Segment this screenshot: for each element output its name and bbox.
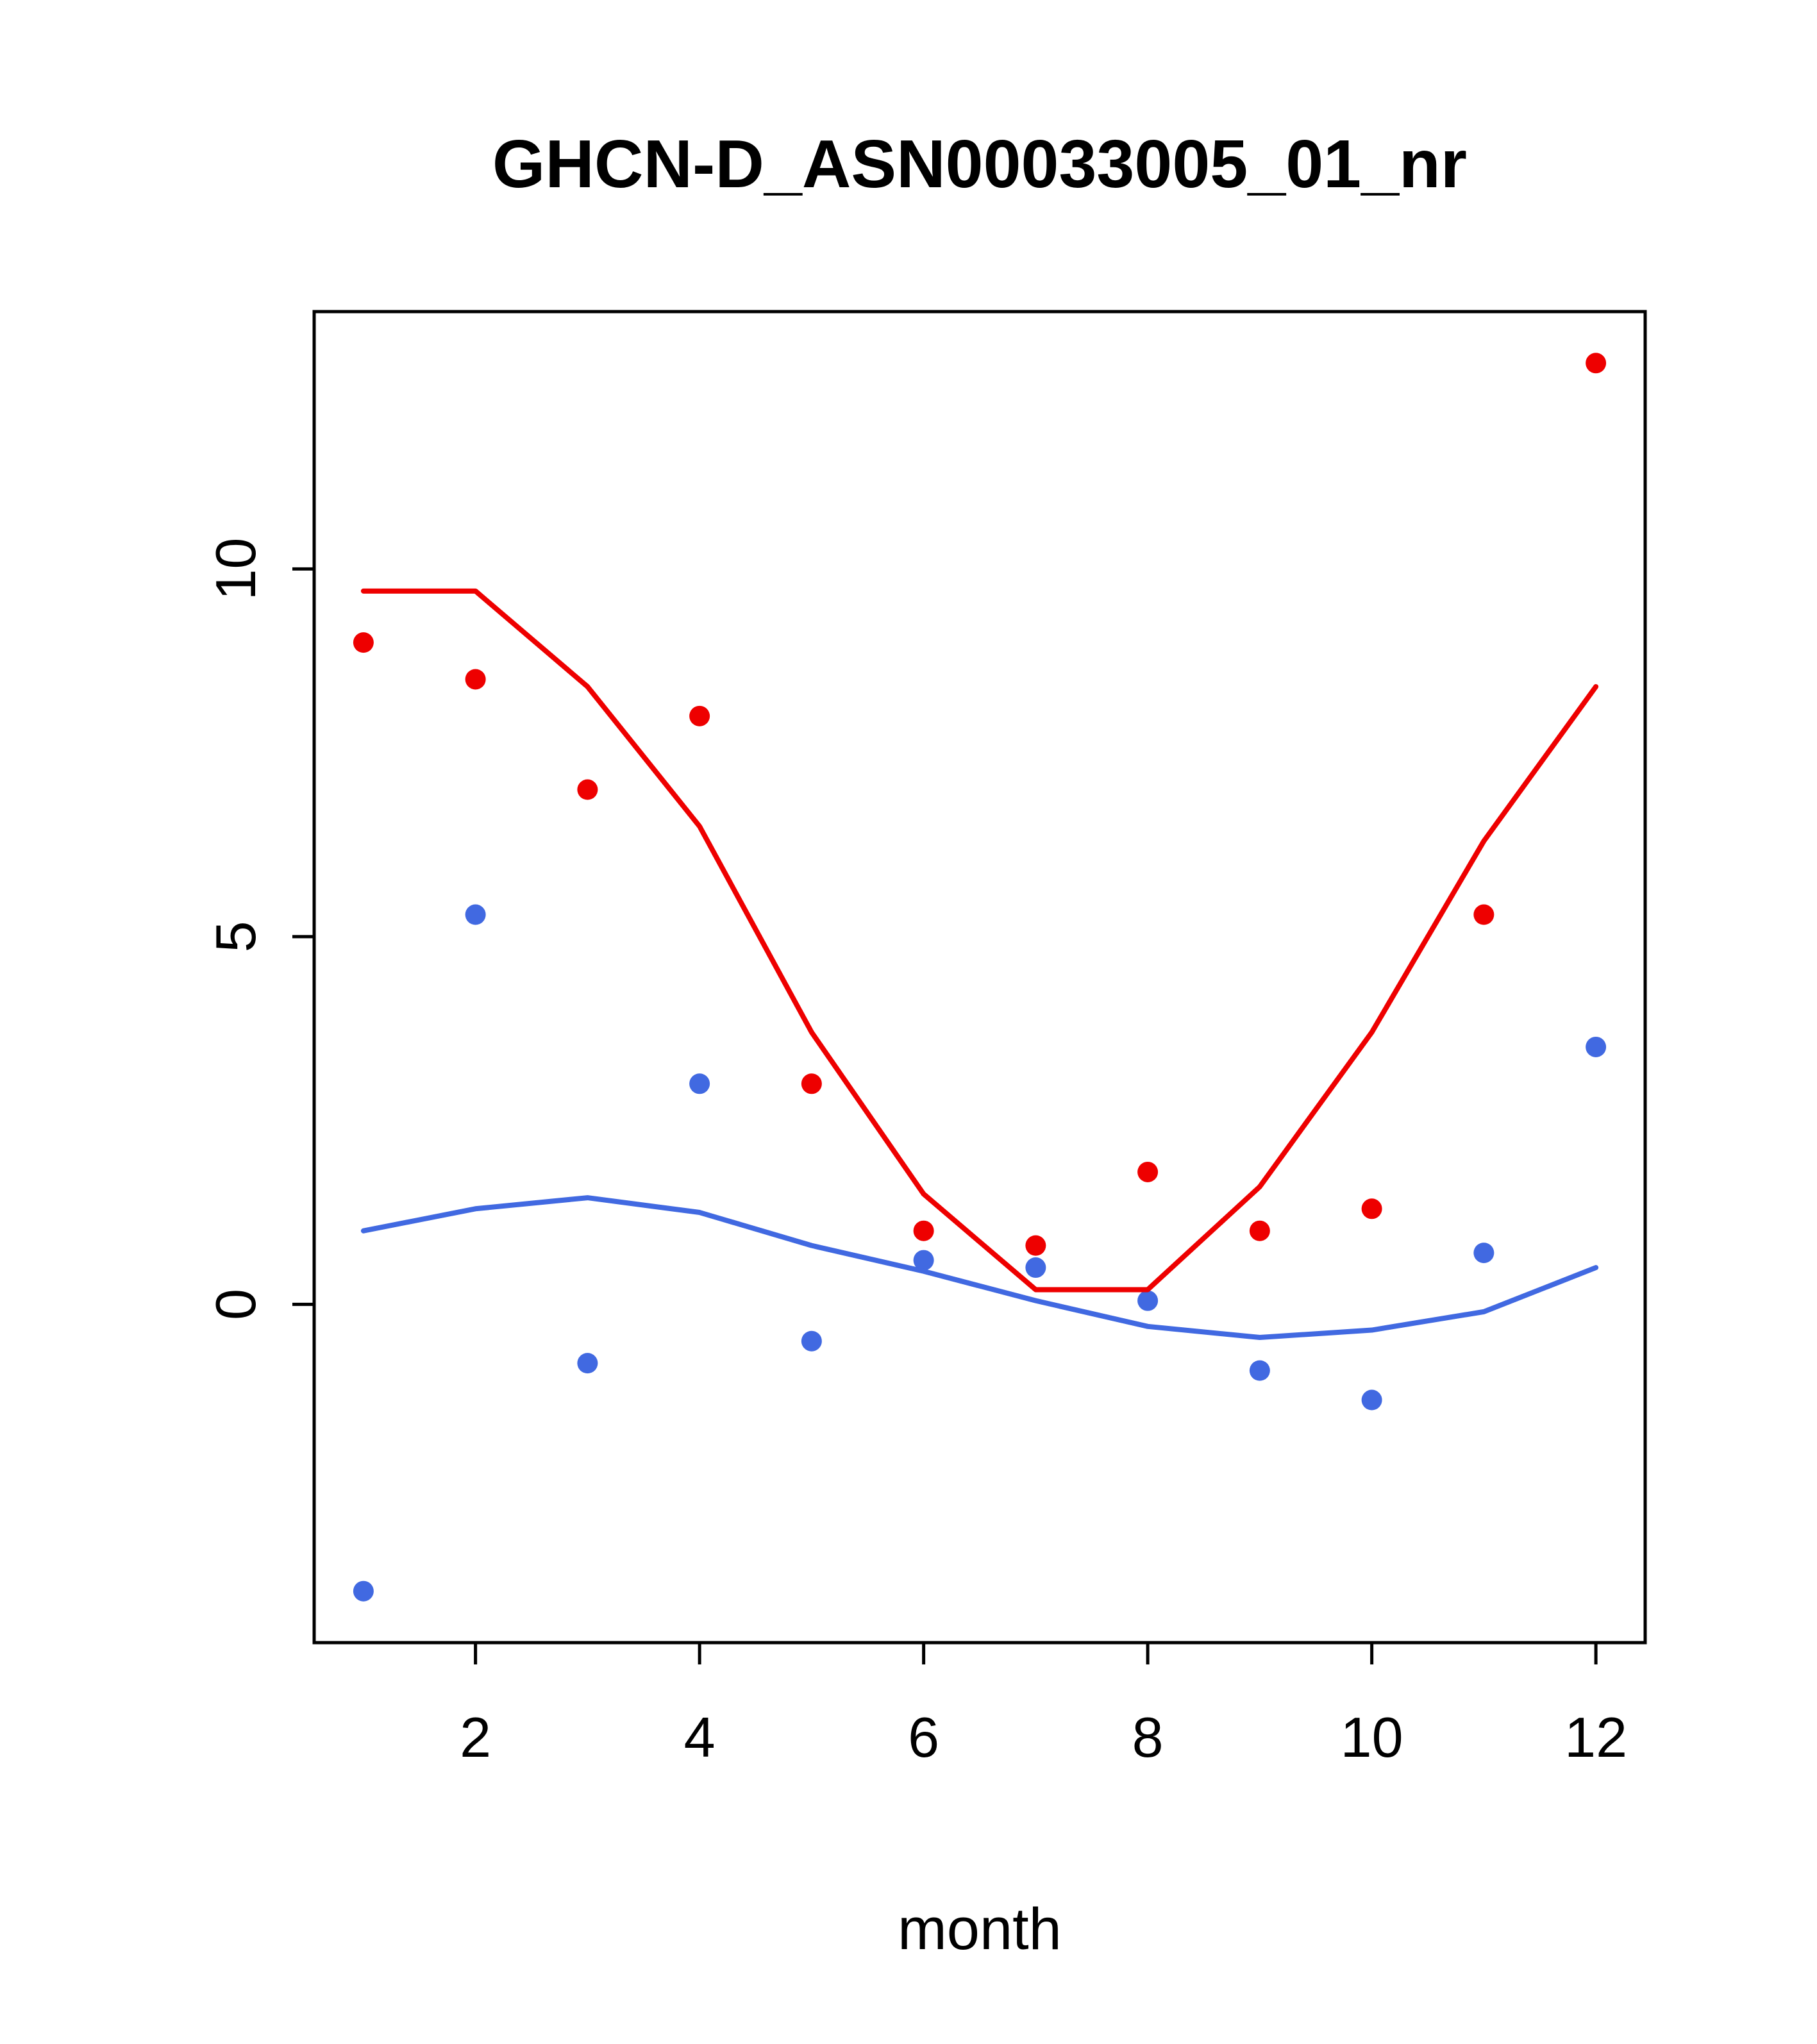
blue-points-point [913,1250,934,1271]
y-tick-label: 0 [204,1289,267,1320]
red-points-point [465,669,486,690]
blue-points-point [1361,1389,1382,1411]
red-points-point [1025,1235,1046,1256]
blue-points-point [1473,1243,1495,1264]
red-points-point [577,779,598,800]
blue-points-point [465,904,486,925]
x-tick-label: 8 [1132,1705,1164,1769]
red-points-point [801,1073,822,1094]
plot-border [312,310,1647,1645]
x-tick-label: 2 [460,1705,491,1769]
x-tick-label: 6 [908,1705,939,1769]
chart-title: GHCN-D_ASN00033005_01_nr [492,126,1467,202]
red-points-point [689,705,710,726]
red-points-point [353,632,374,653]
blue-points-point [1137,1290,1159,1311]
blue-points-point [577,1353,598,1374]
red-points-point [1137,1161,1159,1182]
blue-points-point [1586,1036,1607,1057]
blue-line [360,1195,1599,1341]
blue-line-path [360,1195,1599,1341]
axis-layer: 2 4 6 8 10 12 0 5 10 [204,537,1627,1769]
x-axis-label: month [898,1897,1062,1962]
red-line-path [360,588,1599,1293]
x-tick-label: 12 [1564,1705,1627,1769]
red-line [360,588,1599,1293]
red-points-point [1586,353,1607,374]
x-tick-label: 4 [684,1705,716,1769]
blue-points-point [689,1073,710,1094]
x-tick-label: 10 [1341,1705,1403,1769]
red-points-point [913,1220,934,1241]
blue-points [353,904,1607,1602]
red-points-point [1361,1198,1382,1219]
blue-points-point [353,1580,374,1602]
red-points [353,353,1607,1256]
red-points-point [1473,904,1495,925]
blue-points-point [1025,1257,1046,1278]
blue-points-point [1249,1360,1270,1381]
y-tick-label: 10 [204,537,267,600]
blue-points-point [801,1330,822,1352]
y-tick-label: 5 [204,921,267,952]
series-layer [353,353,1607,1602]
red-points-point [1249,1220,1270,1241]
